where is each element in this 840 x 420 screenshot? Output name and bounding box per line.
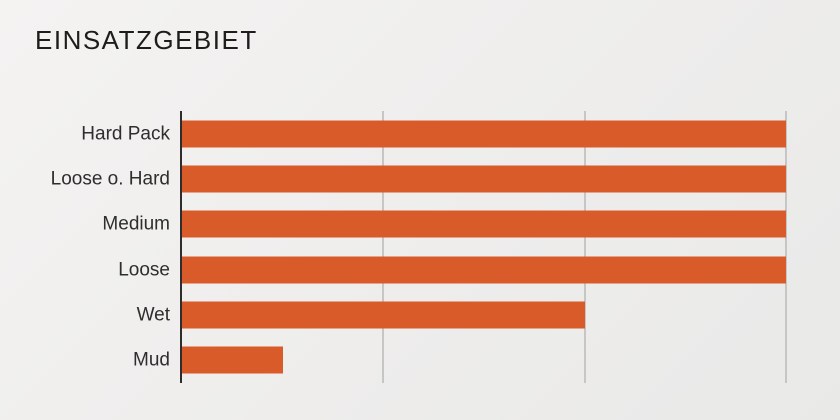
gridline (382, 111, 385, 383)
bar-row: Mud (133, 338, 786, 383)
bar-chart-plot: Hard Pack Loose o. Hard Medium Loose Wet Mud (51, 111, 787, 383)
category-label: Loose o. Hard (50, 168, 170, 190)
bar-row: Wet (137, 292, 786, 337)
bar-row: Hard Pack (81, 111, 786, 156)
bar-hard-pack (182, 120, 786, 148)
bar-loose-o-hard (182, 165, 786, 193)
bar-row: Loose o. Hard (51, 156, 786, 201)
category-label: Wet (136, 304, 170, 326)
chart-title: EINSATZGEBIET (35, 25, 258, 55)
gridline (785, 111, 787, 383)
category-label: Hard Pack (81, 123, 170, 145)
category-label: Medium (102, 213, 170, 235)
category-axis-line (180, 111, 182, 383)
category-label: Loose (118, 259, 170, 281)
bar-wet (182, 301, 585, 329)
gridline (583, 111, 586, 383)
bar-row: Medium (102, 202, 786, 247)
category-label: Mud (133, 349, 170, 371)
bar-medium (182, 210, 786, 238)
bar-row: Loose (118, 247, 786, 292)
bar-mud (182, 346, 283, 374)
bar-loose (182, 256, 786, 284)
